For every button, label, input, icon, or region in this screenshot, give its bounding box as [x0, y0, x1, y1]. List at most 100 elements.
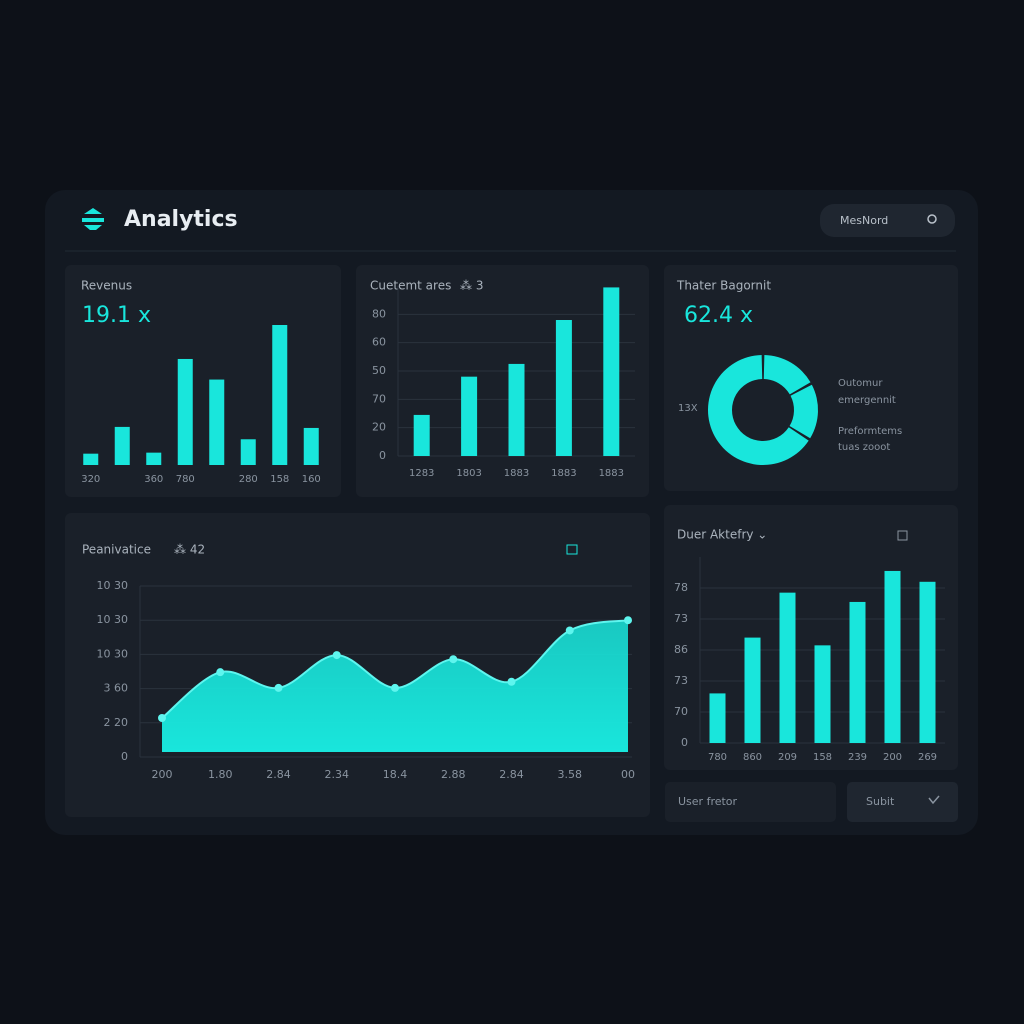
y-tick-label: 80 — [372, 307, 386, 320]
bar — [814, 645, 831, 743]
bar — [303, 427, 319, 465]
y-tick-label: 50 — [372, 364, 386, 377]
bar — [884, 570, 901, 743]
x-tick-label: 269 — [918, 752, 937, 763]
bar — [919, 581, 936, 743]
x-tick-label: 1803 — [456, 468, 481, 479]
x-tick-label: 200 — [883, 752, 902, 763]
input-field[interactable] — [665, 782, 836, 822]
x-tick-label: 2.88 — [441, 768, 466, 781]
y-tick-label: 73 — [674, 612, 688, 625]
bar — [744, 637, 761, 743]
bar — [849, 601, 866, 743]
y-tick-label: 10 30 — [97, 613, 129, 626]
point-marker — [332, 651, 341, 660]
legend-text: emergennit — [838, 395, 896, 406]
search-text: MesNord — [840, 214, 888, 227]
kpi-value: 19.1 x — [82, 303, 151, 328]
point-marker — [449, 655, 458, 664]
x-tick-label: 239 — [848, 752, 867, 763]
x-tick-label: 1.80 — [208, 768, 233, 781]
point-marker — [216, 668, 225, 677]
x-tick-label: 280 — [239, 474, 258, 485]
x-tick-label: 1283 — [409, 468, 434, 479]
point-marker — [274, 683, 283, 692]
x-tick-label: 18.4 — [383, 768, 408, 781]
y-tick-label: 20 — [372, 421, 386, 434]
app-title: Analytics — [124, 207, 238, 232]
y-tick-label: 2 20 — [104, 716, 129, 729]
panel — [664, 265, 958, 491]
bar — [709, 693, 726, 743]
bar — [508, 363, 525, 456]
x-tick-label: 780 — [176, 474, 195, 485]
bar — [209, 379, 225, 465]
x-tick-label: 2.84 — [266, 768, 291, 781]
y-tick-label: 86 — [674, 643, 688, 656]
panel-title: Peanivatice — [82, 543, 151, 557]
area-fill — [162, 620, 628, 752]
x-tick-label: 3.58 — [558, 768, 583, 781]
bar — [413, 414, 430, 456]
y-tick-label: 0 — [121, 750, 128, 763]
bar — [603, 287, 620, 456]
y-tick-label: 70 — [372, 392, 386, 405]
x-tick-label: 860 — [743, 752, 762, 763]
x-tick-label: 158 — [813, 752, 832, 763]
bar — [177, 358, 193, 465]
panel-title: Thater Bagornit — [676, 279, 771, 293]
button-text: Subit — [866, 795, 895, 808]
x-tick-label: 1883 — [551, 468, 576, 479]
panel-subtitle: ⁂ 42 — [174, 543, 205, 557]
input-placeholder: User fretor — [678, 795, 738, 808]
bar — [461, 376, 478, 456]
panel-title: Cuetemt ares — [370, 279, 451, 293]
y-tick-label: 73 — [674, 674, 688, 687]
y-tick-label: 10 30 — [97, 647, 129, 660]
kpi-value: 62.4 x — [684, 303, 753, 328]
y-tick-label: 10 30 — [97, 579, 129, 592]
panel-icon[interactable] — [566, 544, 578, 555]
bar — [779, 592, 796, 743]
point-marker — [624, 616, 632, 625]
panel-subtitle: ⁂ 3 — [460, 279, 483, 293]
x-tick-label: 780 — [708, 752, 727, 763]
bar — [146, 452, 162, 465]
y-tick-label: 70 — [674, 705, 688, 718]
x-tick-label: 209 — [778, 752, 797, 763]
check-icon — [928, 795, 940, 805]
panel — [65, 265, 341, 497]
point-marker — [565, 626, 574, 635]
legend-text: Preformtems — [838, 426, 902, 437]
y-tick-label: 78 — [674, 581, 688, 594]
x-tick-label: 320 — [81, 474, 100, 485]
x-tick-label: 160 — [302, 474, 321, 485]
x-tick-label: 158 — [270, 474, 289, 485]
logo-icon — [82, 208, 104, 230]
pie-annotation: 13X — [678, 403, 698, 414]
x-tick-label: 360 — [144, 474, 163, 485]
point-marker — [391, 683, 399, 692]
x-tick-label: 200 — [152, 768, 173, 781]
x-tick-label: 2.34 — [325, 768, 350, 781]
bar — [555, 320, 572, 456]
x-tick-label: 1883 — [599, 468, 624, 479]
pie-segment — [789, 384, 818, 439]
search-icon[interactable] — [927, 214, 937, 224]
legend-text: Outomur — [838, 378, 883, 389]
y-tick-label: 0 — [681, 736, 688, 749]
x-tick-label: 1883 — [504, 468, 529, 479]
x-tick-label: 00 — [621, 768, 635, 781]
bar — [114, 426, 130, 465]
pie-segment — [763, 355, 811, 395]
submit-button[interactable] — [847, 782, 958, 822]
panel — [664, 505, 958, 770]
point-marker — [158, 714, 166, 723]
search-box[interactable] — [820, 204, 955, 237]
y-tick-label: 60 — [372, 336, 386, 349]
panel-title: Revenus — [81, 279, 132, 293]
panel-icon[interactable] — [897, 530, 908, 541]
legend-text: tuas zooot — [838, 442, 890, 453]
